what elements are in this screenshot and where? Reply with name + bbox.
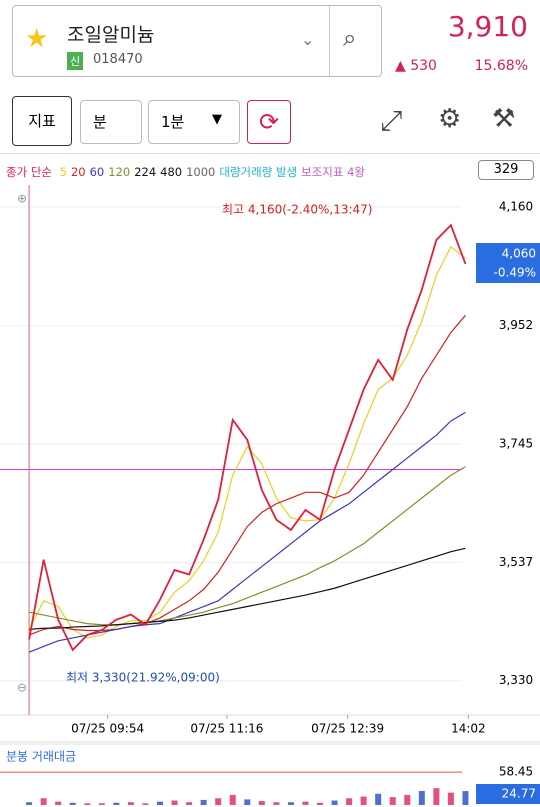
- legend-entry: 1000: [186, 165, 216, 179]
- volume-bar: [142, 803, 149, 805]
- volume-bar: [418, 790, 425, 805]
- volume-bar: [375, 793, 382, 805]
- volume-bar: [40, 798, 47, 805]
- x-tick-label: 07/25 12:39: [311, 722, 384, 736]
- legend-alert: 대량거래량 발생: [219, 165, 298, 179]
- high-annotation: 최고 4,160(-2.40%,13:47): [222, 203, 372, 217]
- x-tick-label: 14:02: [451, 722, 486, 736]
- last-price-tag: [476, 243, 540, 283]
- y-tick-label: 3,952: [499, 318, 533, 332]
- volume-bar: [200, 799, 207, 805]
- volume-bar: [244, 799, 251, 805]
- separator: [0, 153, 540, 154]
- volume-bar: [462, 791, 469, 805]
- count-box: 329: [478, 160, 534, 180]
- volume-bar: [331, 800, 338, 805]
- ma-line: [29, 547, 466, 630]
- legend-entry: 224: [134, 165, 157, 179]
- volume-bar: [186, 802, 193, 805]
- volume-bar: [346, 798, 353, 805]
- volume-bar: [55, 801, 62, 805]
- interval-select[interactable]: 1분: [148, 100, 240, 144]
- legend: 종가 단순 5 20 60 120 224 480 1000 대량거래량 발생 보조지표 4왕: [6, 164, 365, 180]
- volume-bar: [127, 802, 134, 805]
- legend-label: 종가 단순: [6, 165, 52, 179]
- volume-bar: [447, 792, 454, 805]
- volume-bar: [26, 802, 33, 805]
- y-tick-label: 3,330: [499, 673, 533, 687]
- expand-button[interactable]: ⤢: [380, 104, 403, 137]
- volume-bar: [360, 796, 367, 805]
- y-tick-label: 3,745: [499, 436, 533, 450]
- last-price: 4,060: [502, 247, 536, 261]
- x-tick-label: 07/25 09:54: [71, 722, 144, 736]
- y-tick-label: 3,537: [499, 555, 533, 569]
- dropdown[interactable]: ⌄: [301, 30, 315, 49]
- volume-last-tag: [476, 784, 540, 804]
- panel-sep: [0, 741, 540, 745]
- tools-button[interactable]: ⚒: [492, 104, 516, 134]
- volume-bar: [113, 802, 120, 805]
- legend-entry: 480: [160, 165, 183, 179]
- x-tick-label: 07/25 11:16: [190, 722, 263, 736]
- volume-tick-label: 58.45: [499, 765, 533, 779]
- change-pct: 15.68%: [474, 58, 528, 74]
- favorite-star[interactable]: ★: [25, 24, 49, 54]
- price: 3,910: [447, 10, 528, 43]
- stock-search[interactable]: ★ 조일알미늄 신 018470 ⌄ ⌕: [12, 5, 382, 77]
- zoom-out: ⊖: [17, 681, 27, 695]
- low-annotation: 최저 3,330(21.92%,09:00): [66, 671, 220, 685]
- legend-entry: 120: [108, 165, 131, 179]
- volume-bar: [273, 802, 280, 805]
- volume-bar: [84, 803, 91, 805]
- ma-line: [28, 466, 466, 626]
- volume-title: 분봉 거래대금: [6, 750, 76, 764]
- volume-bar: [433, 788, 440, 805]
- volume-bar: [157, 801, 163, 805]
- change: ▲ 530: [395, 58, 437, 74]
- volume-bar: [302, 801, 309, 805]
- volume-bar: [389, 797, 396, 805]
- search-icon[interactable]: ⌕: [343, 24, 357, 52]
- indicator-button[interactable]: 지표: [12, 96, 72, 146]
- legend-sub: 보조지표 4왕: [301, 165, 365, 179]
- volume-bar: [229, 794, 236, 805]
- ma-line: [28, 314, 466, 636]
- volume-bar: [258, 801, 265, 805]
- volume-bar: [317, 802, 323, 805]
- divider: [329, 6, 330, 76]
- refresh-button[interactable]: ⟳: [247, 100, 291, 144]
- stock-code: 018470: [93, 52, 143, 67]
- zoom-in: ⊕: [17, 192, 27, 206]
- settings-button[interactable]: ⚙: [438, 104, 462, 134]
- volume-bar: [404, 794, 411, 805]
- legend-entry: 5: [59, 165, 67, 179]
- interval-arrow: ▼: [212, 112, 222, 127]
- legend-entry: 60: [89, 165, 105, 179]
- period-button[interactable]: 분: [80, 100, 142, 144]
- volume-last: 24.77: [502, 787, 536, 801]
- stock-name: 조일알미늄: [67, 24, 155, 46]
- badge: 신: [67, 52, 84, 70]
- volume-bar: [287, 802, 294, 805]
- legend-entry: 20: [70, 165, 86, 179]
- volume-bar: [69, 802, 76, 805]
- last-pct: -0.49%: [494, 266, 536, 280]
- y-tick-label: 4,160: [499, 199, 533, 213]
- ma-line: [28, 245, 466, 639]
- price-line: [28, 223, 467, 652]
- change-value: 530: [410, 58, 437, 74]
- volume-bar: [98, 803, 105, 805]
- volume-bar: [171, 800, 178, 805]
- ma-line: [28, 411, 466, 653]
- volume-bar: [215, 798, 222, 805]
